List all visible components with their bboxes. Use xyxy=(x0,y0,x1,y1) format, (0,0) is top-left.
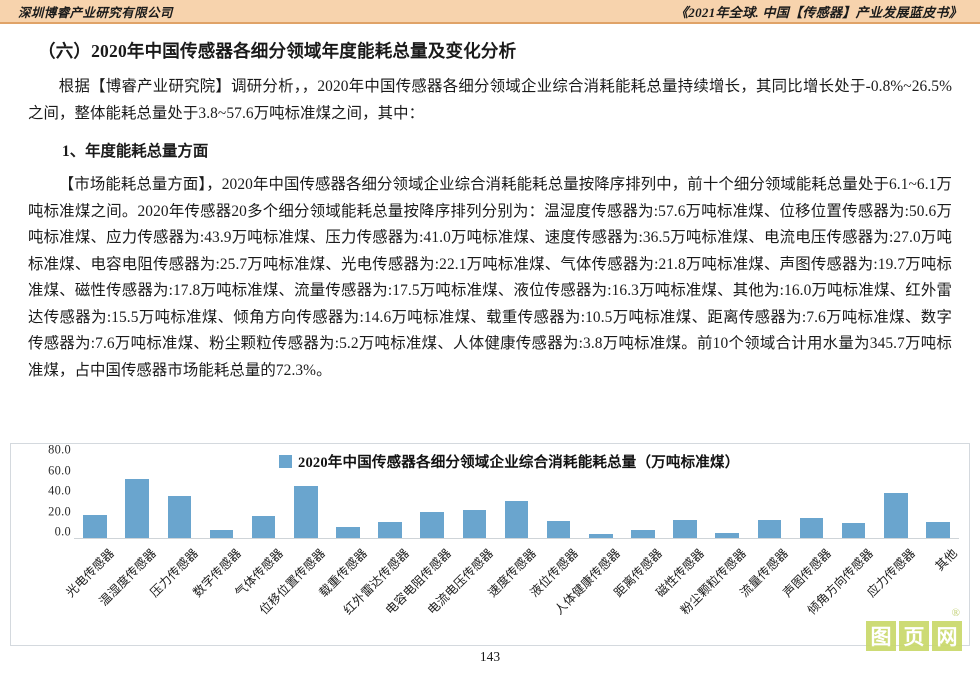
chart-x-axis-line xyxy=(74,538,959,539)
document-body: （六）2020年中国传感器各细分领域年度能耗总量及变化分析 根据【博睿产业研究院… xyxy=(0,24,980,384)
chart-legend: 2020年中国传感器各细分领域企业综合消耗能耗总量（万吨标准煤） xyxy=(279,451,739,472)
chart-bar xyxy=(420,511,444,538)
paragraph-intro: 根据【博睿产业研究院】调研分析，，2020年中国传感器各细分领域企业综合消耗能耗… xyxy=(28,78,952,122)
chart-bar-cell xyxy=(664,456,706,538)
chart-bar xyxy=(251,515,276,538)
chart-bar xyxy=(462,510,487,538)
legend-color-swatch xyxy=(279,455,292,468)
x-axis-tick-label: 其他 xyxy=(932,546,960,574)
watermark-char: 页 xyxy=(899,621,929,651)
chart-bar xyxy=(378,522,402,538)
header-divider xyxy=(0,22,980,24)
chart-bar-cell xyxy=(875,456,917,538)
chart-bar xyxy=(588,534,613,538)
chart-bars xyxy=(74,456,959,538)
chart-bar-cell xyxy=(748,456,790,538)
chart-bar-cell xyxy=(538,456,580,538)
chart-bar xyxy=(125,478,149,538)
chart-bar xyxy=(336,527,360,538)
chart-bar-cell xyxy=(116,456,158,538)
watermark-char: 网 xyxy=(932,621,962,651)
chart-bar-cell xyxy=(917,456,959,538)
chart-bar xyxy=(799,517,824,538)
chart-bar xyxy=(167,495,192,538)
chart-bar-cell xyxy=(790,456,832,538)
chart-bar xyxy=(504,500,529,538)
chart-bar-cell xyxy=(706,456,748,538)
registered-trademark-icon: ® xyxy=(951,607,960,619)
header-company-name: 深圳博睿产业研究有限公司 xyxy=(18,5,173,20)
page-header: 深圳博睿产业研究有限公司 《2021年全球. 中国【传感器】产业发展蓝皮书》 xyxy=(0,0,980,22)
y-axis-tick-label: 0.0 xyxy=(54,524,71,539)
paragraph-market-energy: 【市场能耗总量方面】，2020年中国传感器各细分领域企业综合消耗能耗总量按降序排… xyxy=(28,176,952,379)
y-axis-tick-label: 20.0 xyxy=(48,504,71,518)
chart-bar xyxy=(757,520,782,538)
chart-bar xyxy=(841,523,866,538)
chart-bar-cell xyxy=(833,456,875,538)
y-axis-tick-label: 60.0 xyxy=(48,463,71,477)
subheading-annual-energy: 1、年度能耗总量方面 xyxy=(62,143,209,160)
chart-bar-cell xyxy=(327,456,369,538)
chart-bar-cell xyxy=(622,456,664,538)
page-number: 143 xyxy=(479,649,501,664)
chart-bar-cell xyxy=(285,456,327,538)
chart-bar-cell xyxy=(580,456,622,538)
chart-bar-cell xyxy=(369,456,411,538)
header-book-title: 《2021年全球. 中国【传感器】产业发展蓝皮书》 xyxy=(675,4,962,20)
chart-bar xyxy=(293,486,318,538)
chart-bar xyxy=(883,493,908,538)
chart-bar xyxy=(209,530,234,538)
chart-bar-cell xyxy=(243,456,285,538)
chart-y-axis: 0.0 20.0 40.0 60.0 80.0 xyxy=(19,443,71,539)
energy-consumption-bar-chart: 2020年中国传感器各细分领域企业综合消耗能耗总量（万吨标准煤） 0.0 20.0… xyxy=(10,443,970,646)
watermark-char: 图 xyxy=(866,621,896,651)
chart-x-axis-labels: 光电传感器 温湿度传感器 压力传感器 数字传感器 气体传感器 位移位置传感器 载重传感器 红外… xyxy=(63,542,960,642)
chart-bar-cell xyxy=(158,456,200,538)
page-title: （六）2020年中国传感器各细分领域年度能耗总量及变化分析 xyxy=(38,41,517,61)
chart-bar xyxy=(631,530,655,538)
chart-bar xyxy=(83,515,107,538)
chart-bar xyxy=(546,521,571,538)
chart-bar-cell xyxy=(453,456,495,538)
watermark-logo: ® 图页网 xyxy=(866,607,962,651)
chart-plot-area xyxy=(74,456,959,538)
y-axis-tick-label: 80.0 xyxy=(48,442,71,457)
chart-bar-cell xyxy=(200,456,242,538)
legend-label: 2020年中国传感器各细分领域企业综合消耗能耗总量（万吨标准煤） xyxy=(298,455,740,471)
chart-bar-cell xyxy=(74,456,116,538)
chart-bar xyxy=(715,532,739,538)
chart-bar xyxy=(926,521,950,538)
y-axis-tick-label: 40.0 xyxy=(48,483,71,498)
chart-bar-cell xyxy=(495,456,537,538)
chart-bar xyxy=(673,519,697,538)
chart-bar-cell xyxy=(411,456,453,538)
